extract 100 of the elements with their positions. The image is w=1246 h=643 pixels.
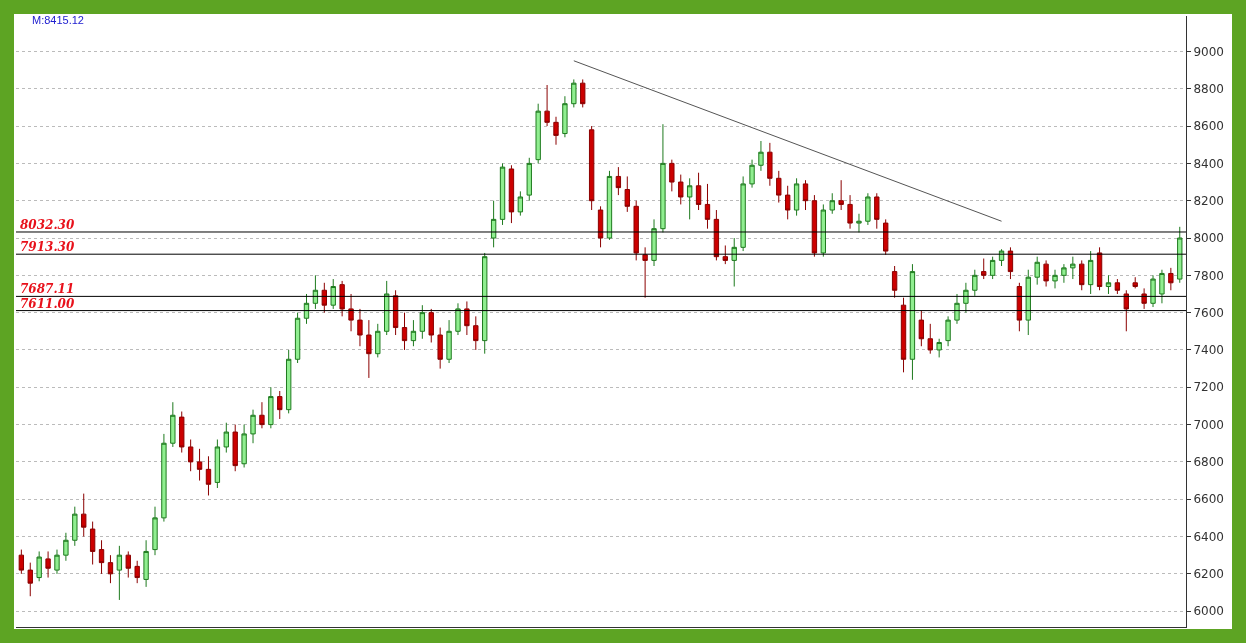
candlestick [490,200,497,248]
y-tick-label: 7200 [1193,380,1224,395]
candlestick [1043,259,1049,288]
candlestick [847,194,853,230]
candlestick [357,308,363,347]
candlestick [143,539,149,588]
candlestick [1114,278,1121,295]
candlestick [401,312,408,351]
candlestick [54,549,60,575]
candlestick [473,315,479,351]
candlestick [562,95,568,138]
candlestick [686,177,693,220]
candlestick [18,549,25,575]
candlestick [856,213,862,233]
candlestick [170,401,176,448]
candlestick [597,205,604,248]
y-tick-label: 6200 [1193,567,1224,582]
y-tick-label: 8800 [1193,81,1224,96]
y-tick-label: 8600 [1193,119,1224,134]
candlestick [428,308,434,343]
candlestick [704,183,711,230]
candlestick [152,506,158,556]
y-tick-label: 6400 [1193,529,1224,544]
candlestick [392,289,399,336]
candlestick [758,140,764,172]
candlestick [321,282,327,314]
candlestick [330,278,336,310]
candlestick [678,174,684,205]
candlestick [615,166,622,196]
candlestick [1159,269,1165,304]
candlestick [223,422,229,454]
candlestick [580,78,586,108]
candlestick [277,390,283,420]
candlestick [1061,263,1067,284]
y-tick-label: 6600 [1193,492,1224,507]
candlestick [606,170,613,241]
candlestick [883,218,889,256]
candlestick [633,200,639,261]
candlestick [624,175,630,213]
candlestick [936,338,942,358]
candlestick [125,550,131,579]
candlestick [268,386,274,429]
y-tick-label: 7800 [1193,268,1224,283]
y-tick-label: 7000 [1193,417,1224,432]
candlestick [134,560,140,584]
candlestick [63,532,69,562]
ref-line-label: 7913.30 [20,240,75,254]
candlestick [1070,256,1076,280]
candlestick [187,439,194,472]
candlestick [731,237,737,288]
candlestick [366,319,372,379]
candlestick [259,401,265,429]
y-tick-label: 7600 [1193,305,1224,320]
candlestick [811,194,818,258]
y-tick-label: 8000 [1193,231,1224,246]
candlestick [419,304,426,340]
candlestick [802,179,809,211]
candlestick [36,550,42,582]
candlestick [998,248,1005,267]
y-tick-label: 9000 [1193,44,1224,59]
candlestick [865,192,871,226]
y-tick-label: 6800 [1193,455,1224,470]
annotation: M:8415.12 [32,14,84,26]
candlestick [1150,274,1156,308]
candlestick [909,263,916,381]
candlestick [241,424,247,468]
candlestick [1087,250,1094,295]
candlestick [499,162,506,226]
candlestick [1105,274,1112,295]
ref-line-label: 7687.11 [20,282,75,296]
candlestick [945,315,951,347]
candlestick [205,455,212,496]
candlestick [829,192,835,215]
candlestick [660,123,666,233]
candlestick [776,170,782,204]
candlestick [642,246,648,299]
candlestick [1034,256,1040,286]
y-tick-label: 8400 [1193,156,1224,171]
candlestick [98,539,105,575]
candlestick [214,439,221,489]
ref-line-label: 7611.00 [20,297,75,311]
candlestick [1168,267,1174,291]
candlestick [517,190,524,217]
candlestick [793,177,800,217]
candlestick [464,300,470,336]
candlestick [1096,246,1103,291]
candlestick [455,302,461,336]
candlestick [89,521,96,565]
candlestick [588,125,595,211]
candlestick [232,424,238,472]
candlestick [820,203,827,258]
candlestick [740,175,746,252]
ref-line-label: 8032.30 [20,218,75,232]
candlestick [954,293,960,325]
candlestick [1141,287,1147,310]
candlestick [384,280,390,336]
candlestick [1007,246,1014,280]
candlestick [1123,289,1129,332]
candlestick [437,327,443,370]
candlestick [838,179,844,211]
